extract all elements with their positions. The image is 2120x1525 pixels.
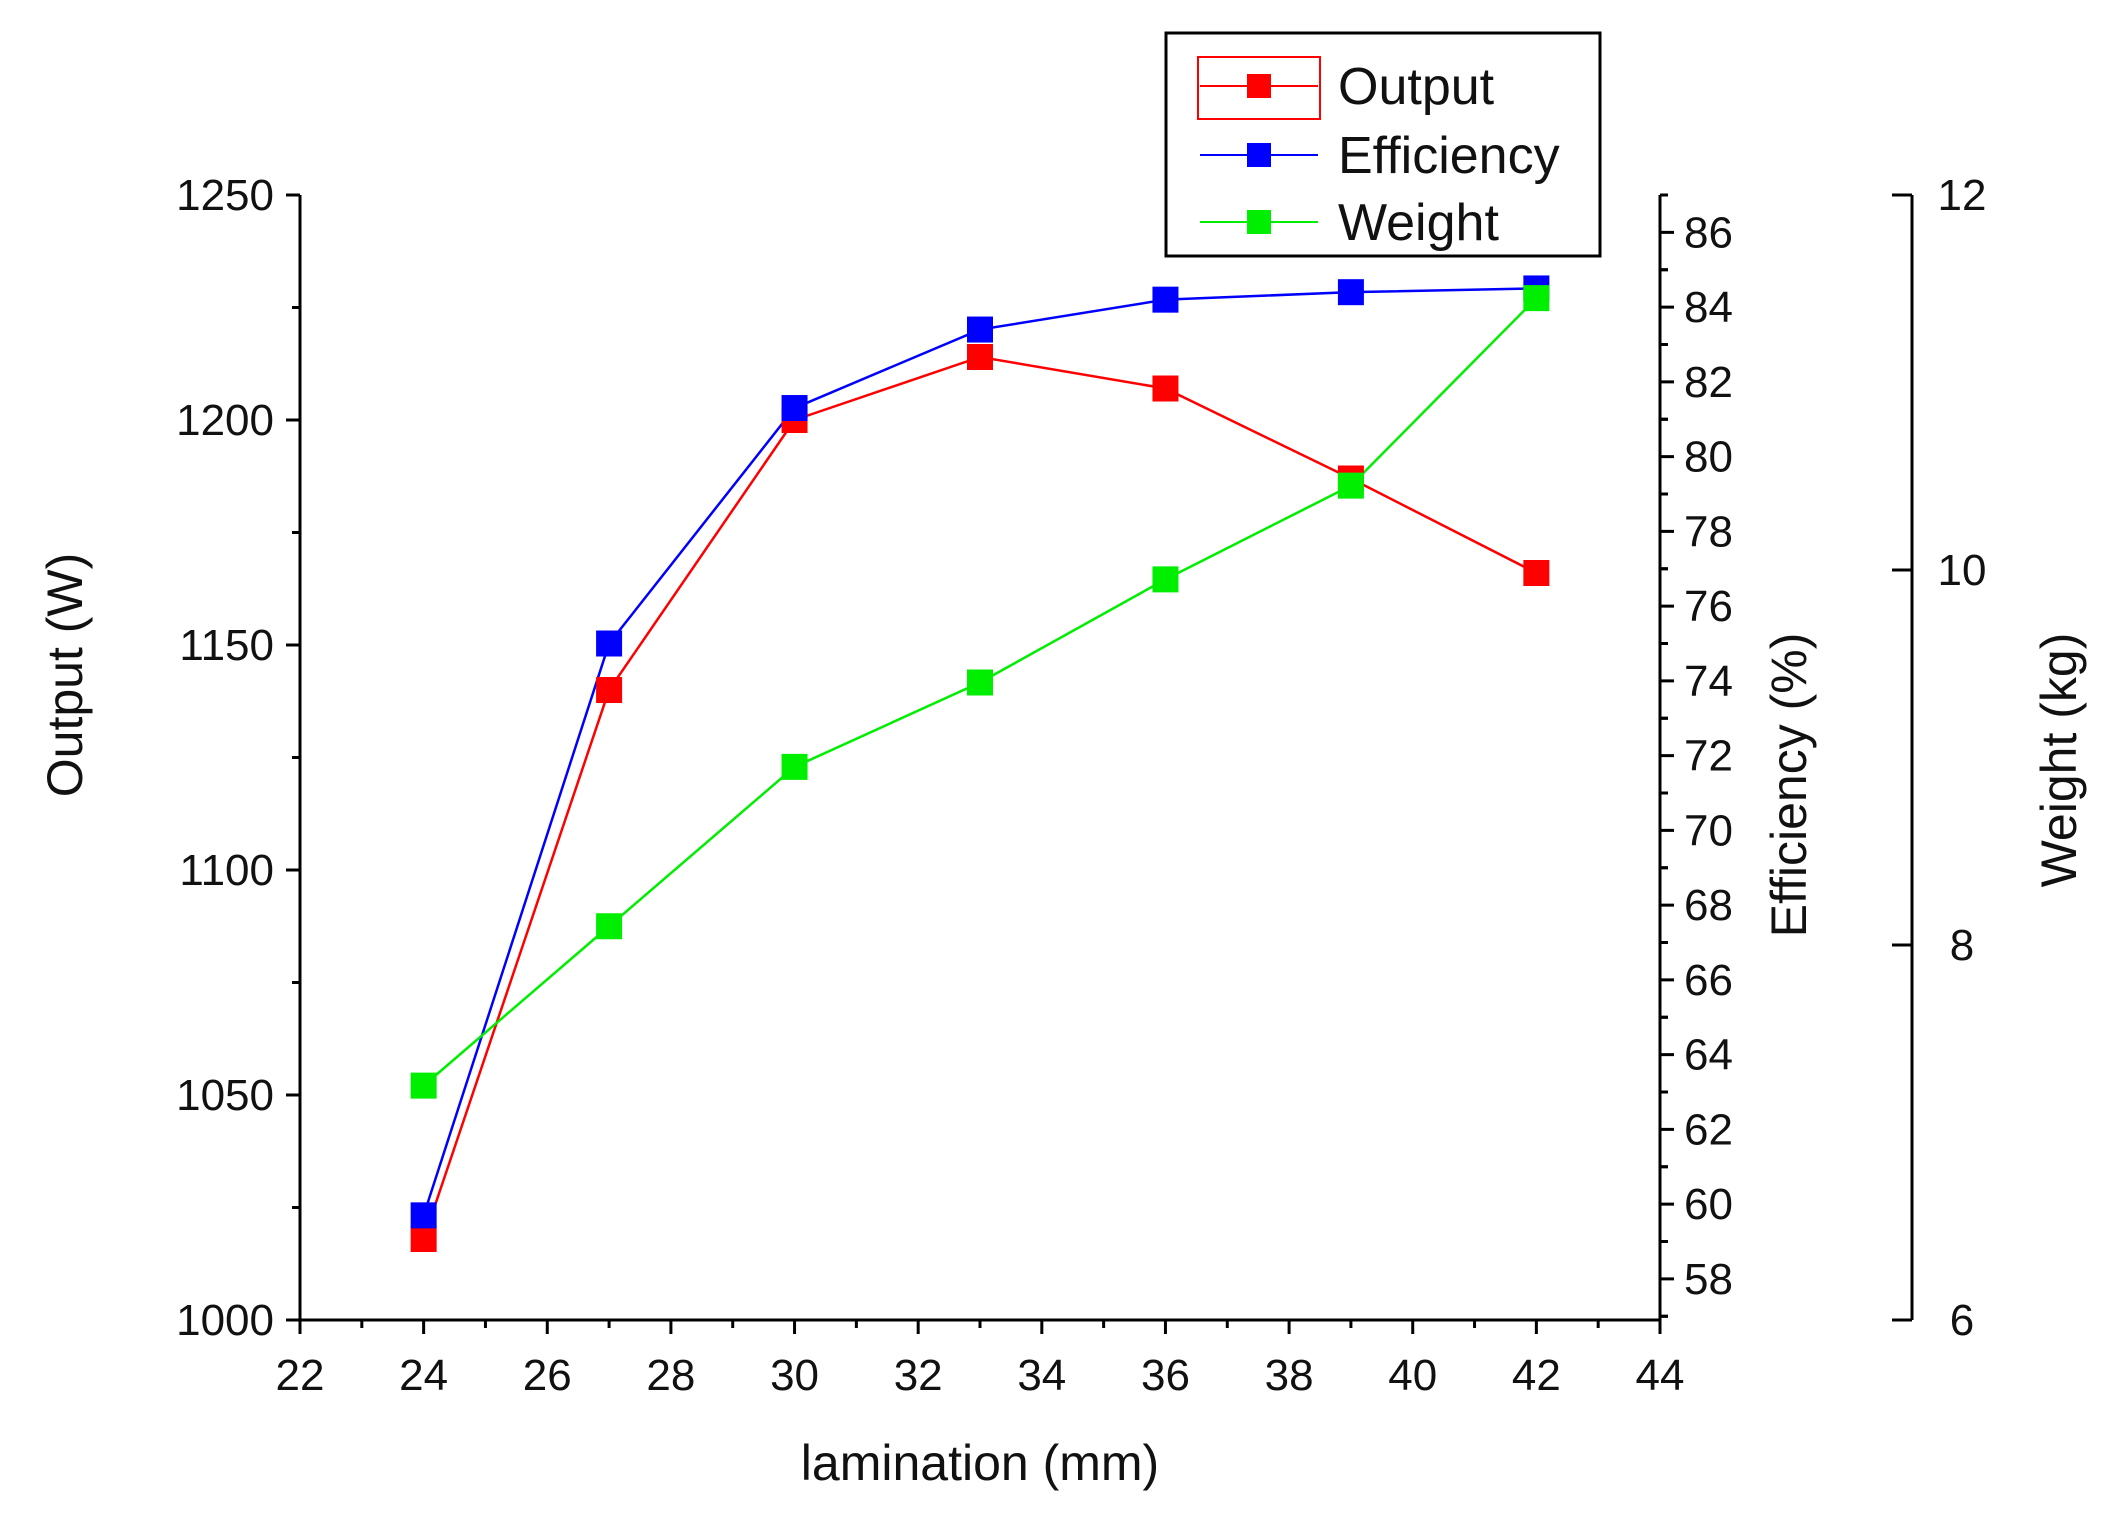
x-ticks: 22 24 26 28 30 32 34 36 38 40 42 44	[276, 1320, 1685, 1400]
output-point	[1523, 560, 1550, 586]
efficiency-ticks: 58 60 62 64 66 68 70 72 74 76 78 80 82 84 86	[1660, 193, 1733, 1318]
efficiency-tick-label: 80	[1684, 433, 1733, 482]
legend-output-label: Output	[1338, 58, 1495, 116]
weight-point	[410, 1072, 437, 1099]
efficiency-tick-label: 76	[1684, 582, 1733, 631]
efficiency-axis-title: Efficiency (%)	[1761, 633, 1817, 938]
weight-point	[1152, 566, 1179, 593]
x-tick-label: 38	[1265, 1351, 1314, 1400]
x-tick-label: 36	[1141, 1351, 1190, 1400]
legend-box	[1164, 31, 1602, 258]
x-tick-label: 32	[894, 1351, 943, 1400]
output-tick-label: 1250	[176, 171, 274, 220]
efficiency-tick-label: 64	[1684, 1031, 1733, 1080]
output-point	[410, 1226, 437, 1252]
legend-entry-output: Output	[1197, 56, 1495, 120]
legend-entry-weight: Weight	[1200, 194, 1499, 252]
x-tick-label: 22	[276, 1351, 325, 1400]
x-tick-label: 28	[646, 1351, 695, 1400]
efficiency-point	[781, 395, 808, 422]
weight-point	[1523, 285, 1550, 312]
output-point	[967, 344, 993, 370]
weight-tick-label: 12	[1938, 171, 1987, 220]
x-axis: 22 24 26 28 30 32 34 36 38 40 42 44 lamination (mm)	[276, 1318, 1685, 1491]
output-tick-label: 1100	[179, 846, 274, 895]
weight-point	[967, 669, 993, 696]
output-tick-label: 1000	[176, 1296, 274, 1345]
legend-output-frame	[1197, 56, 1321, 120]
weight-tick-label: 8	[1950, 921, 1974, 970]
x-tick-label: 30	[770, 1351, 819, 1400]
legend-efficiency-marker	[1247, 143, 1271, 167]
efficiency-tick-label: 66	[1684, 956, 1733, 1005]
output-tick-label: 1050	[176, 1071, 274, 1120]
efficiency-point	[1337, 279, 1364, 306]
output-tick-label: 1150	[179, 621, 274, 670]
weight-axis-title: Weight (kg)	[2031, 633, 2087, 888]
x-tick-label: 44	[1636, 1351, 1685, 1400]
weight-point	[781, 753, 808, 780]
legend-efficiency-label: Efficiency	[1338, 127, 1560, 185]
plot-series	[410, 275, 1550, 1252]
output-ticks: 1000 1050 1100 1150 1200 1250	[176, 171, 300, 1345]
efficiency-axis: 58 60 62 64 66 68 70 72 74 76 78 80 82 84 86 Efficienc…	[1658, 193, 1817, 1320]
efficiency-tick-label: 72	[1684, 732, 1733, 781]
legend: Output Efficiency Weight	[1164, 31, 1602, 258]
output-tick-label: 1200	[176, 396, 274, 445]
efficiency-tick-label: 82	[1684, 358, 1733, 407]
efficiency-tick-label: 78	[1684, 507, 1733, 556]
efficiency-tick-label: 68	[1684, 881, 1733, 930]
efficiency-point	[967, 316, 993, 343]
x-tick-label: 40	[1388, 1351, 1437, 1400]
x-tick-label: 34	[1017, 1351, 1066, 1400]
legend-entry-efficiency: Efficiency	[1200, 127, 1560, 185]
efficiency-point	[410, 1202, 437, 1229]
weight-axis: 6 8 10 12 Weight (kg)	[1892, 171, 2087, 1345]
efficiency-point	[1152, 286, 1179, 313]
x-axis-title: lamination (mm)	[801, 1435, 1159, 1491]
efficiency-tick-label: 62	[1684, 1105, 1733, 1154]
efficiency-tick-label: 60	[1684, 1180, 1733, 1229]
x-tick-label: 26	[523, 1351, 572, 1400]
efficiency-tick-label: 70	[1684, 806, 1733, 855]
weight-tick-label: 6	[1950, 1296, 1974, 1345]
output-axis: 1000 1050 1100 1150 1200 1250 Output (W)	[37, 171, 302, 1345]
weight-point	[1337, 472, 1364, 499]
legend-weight-label: Weight	[1338, 194, 1499, 252]
output-point	[596, 677, 623, 703]
x-tick-label: 42	[1512, 1351, 1561, 1400]
efficiency-tick-label: 58	[1684, 1255, 1733, 1304]
legend-weight-marker	[1247, 210, 1271, 234]
weight-ticks: 6 8 10 12	[1892, 171, 1986, 1345]
efficiency-tick-label: 74	[1684, 657, 1733, 706]
legend-output-marker	[1247, 74, 1271, 98]
efficiency-point	[596, 630, 623, 657]
efficiency-tick-label: 84	[1684, 283, 1733, 332]
weight-tick-label: 10	[1938, 546, 1987, 595]
output-point	[1152, 375, 1179, 402]
efficiency-tick-label: 86	[1684, 208, 1733, 257]
output-axis-title: Output (W)	[37, 553, 93, 797]
x-tick-label: 24	[399, 1351, 448, 1400]
weight-point	[596, 913, 623, 940]
